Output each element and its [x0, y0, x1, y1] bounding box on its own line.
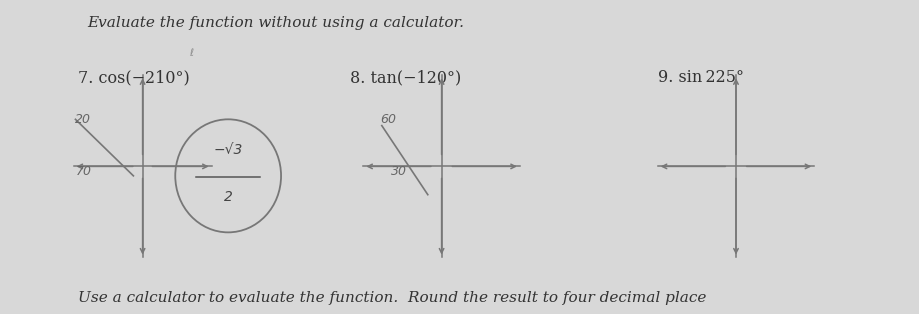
Text: 8. tan(−120°): 8. tan(−120°): [349, 69, 460, 86]
Text: 70: 70: [75, 165, 91, 178]
Text: ℓ: ℓ: [189, 48, 193, 58]
Text: −√3: −√3: [213, 143, 243, 157]
Text: 2: 2: [223, 190, 233, 204]
Text: Evaluate the function without using a calculator.: Evaluate the function without using a ca…: [87, 16, 464, 30]
Text: 7. cos(−210°): 7. cos(−210°): [78, 69, 189, 86]
Text: 20: 20: [75, 113, 91, 126]
Text: 60: 60: [380, 113, 395, 126]
Text: 30: 30: [391, 165, 406, 178]
Text: 9. sin 225°: 9. sin 225°: [657, 69, 743, 86]
Text: Use a calculator to evaluate the function.  Round the result to four decimal pla: Use a calculator to evaluate the functio…: [78, 290, 706, 305]
